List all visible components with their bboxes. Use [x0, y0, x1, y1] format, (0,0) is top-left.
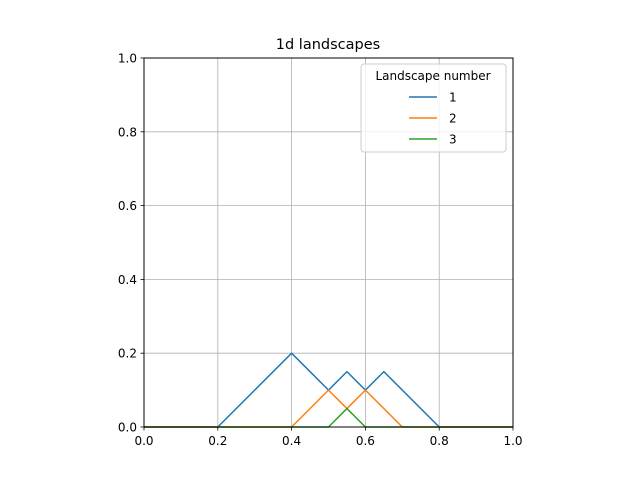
x-tick-label: 0.8: [430, 434, 449, 448]
legend-box: [360, 63, 507, 153]
legend-title: Landscape number: [375, 69, 490, 83]
y-axis: 0.0 0.2 0.4 0.6 0.8 1.0: [118, 52, 144, 435]
x-tick-label: 0.4: [282, 434, 301, 448]
x-tick-label: 0.0: [134, 434, 153, 448]
x-tick-label: 0.6: [356, 434, 375, 448]
legend: Landscape number 1 2 3: [360, 63, 507, 153]
chart-title: 1d landscapes: [276, 37, 380, 53]
x-tick-label: 0.2: [208, 434, 227, 448]
legend-label-3: 3: [449, 133, 457, 147]
legend-label-1: 1: [449, 91, 457, 105]
x-tick-label: 1.0: [503, 434, 522, 448]
y-tick-label: 0.2: [118, 347, 137, 361]
y-tick-label: 0.4: [118, 273, 137, 287]
legend-label-2: 2: [449, 112, 457, 126]
series-line-1: [144, 352, 513, 428]
plot-frame: [143, 57, 514, 428]
y-tick-label: 0.0: [118, 421, 137, 435]
y-tick-label: 0.8: [118, 125, 137, 139]
y-tick-label: 0.6: [118, 199, 137, 213]
y-tick-label: 1.0: [118, 52, 137, 66]
x-axis: 0.0 0.2 0.4 0.6 0.8 1.0: [134, 427, 523, 448]
